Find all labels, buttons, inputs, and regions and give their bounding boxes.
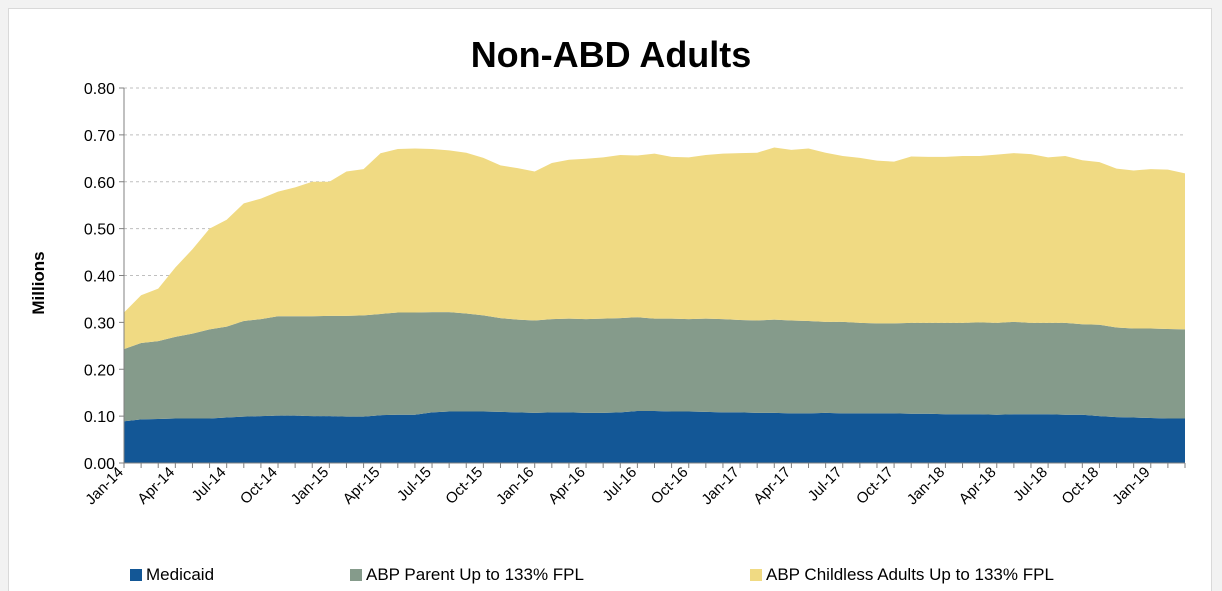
x-tick-label: Oct-18 <box>1058 464 1102 508</box>
x-tick-label: Oct-16 <box>648 464 692 508</box>
area-series-2 <box>124 147 1185 350</box>
x-tick-label: Apr-16 <box>545 464 589 508</box>
x-tick-label: Apr-18 <box>956 464 1000 508</box>
x-tick-label: Jul-14 <box>189 464 230 505</box>
y-tick-label: 0.70 <box>84 128 115 145</box>
x-tick-label: Oct-14 <box>237 464 281 508</box>
area-series-0 <box>124 410 1185 463</box>
legend-swatch <box>750 569 762 581</box>
x-tick-label: Jul-18 <box>1010 464 1051 505</box>
legend-item-abp-childless: ABP Childless Adults Up to 133% FPL <box>750 565 1054 585</box>
stacked-areas <box>124 147 1185 463</box>
y-tick-label: 0.30 <box>84 315 115 332</box>
legend-label: ABP Parent Up to 133% FPL <box>366 565 584 584</box>
x-tick-label: Apr-14 <box>134 464 178 508</box>
y-tick-labels: 0.00 0.10 0.20 0.30 0.40 0.50 0.60 0.70 0.80 <box>84 81 115 473</box>
x-tick-label: Jan-17 <box>698 464 742 508</box>
y-tick-label: 0.20 <box>84 362 115 379</box>
x-tick-label: Apr-15 <box>340 464 384 508</box>
x-tick-label: Jul-16 <box>599 464 640 505</box>
legend: Medicaid ABP Parent Up to 133% FPL ABP C… <box>0 565 1222 587</box>
legend-swatch <box>130 569 142 581</box>
y-axis-label: Millions <box>29 251 48 314</box>
y-tick-label: 0.60 <box>84 175 115 192</box>
x-tick-label: Oct-15 <box>442 464 486 508</box>
legend-swatch <box>350 569 362 581</box>
axes <box>119 87 1186 468</box>
x-tick-label: Jan-18 <box>904 464 948 508</box>
legend-label: Medicaid <box>146 565 215 584</box>
y-tick-label: 0.00 <box>84 456 115 473</box>
x-tick-label: Jan-15 <box>288 464 332 508</box>
x-tick-label: Jul-15 <box>394 464 435 505</box>
chart-title: Non-ABD Adults <box>470 34 752 75</box>
y-tick-label: 0.50 <box>84 222 115 239</box>
legend-item-abp-parent: ABP Parent Up to 133% FPL <box>350 565 584 585</box>
x-tick-label: Jan-19 <box>1109 464 1153 508</box>
y-tick-label: 0.10 <box>84 409 115 426</box>
x-tick-label: Apr-17 <box>750 464 794 508</box>
y-tick-label: 0.80 <box>84 81 115 98</box>
legend-item-medicaid: Medicaid <box>130 565 214 585</box>
area-series-1 <box>124 312 1185 422</box>
y-tick-label: 0.40 <box>84 269 115 286</box>
x-tick-labels: Jan-14 Apr-14 Jul-14 Oct-14 Jan-15 Apr-15 Jul-… <box>82 464 1153 508</box>
x-tick-label: Jan-16 <box>493 464 537 508</box>
legend-label: ABP Childless Adults Up to 133% FPL <box>766 565 1054 584</box>
x-tick-label: Jul-17 <box>805 464 846 505</box>
x-tick-label: Oct-17 <box>853 464 897 508</box>
